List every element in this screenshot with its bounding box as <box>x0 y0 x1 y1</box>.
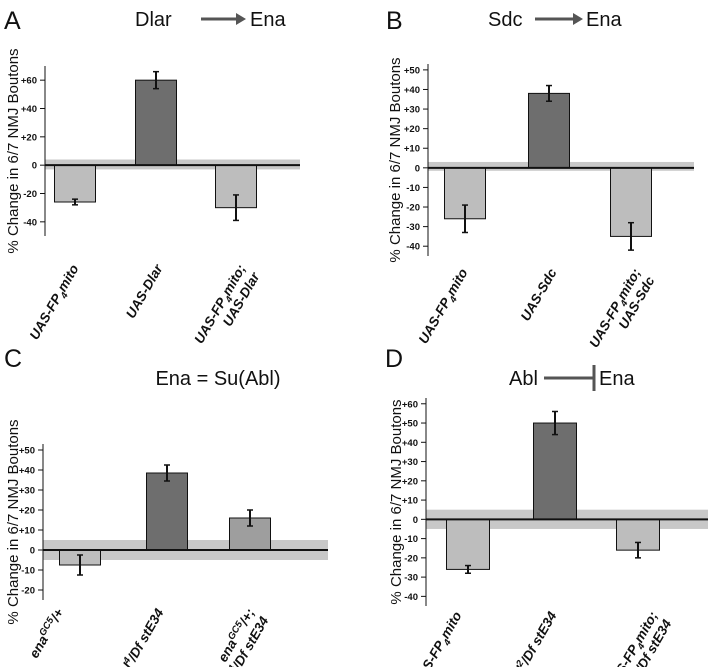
y-tick-label: -40 <box>23 217 37 228</box>
title-left-gene: Abl <box>509 368 538 390</box>
category-label-1-part: 4 <box>58 290 71 302</box>
category-label-1-part: ena <box>26 633 51 661</box>
y-tick-label: +30 <box>404 105 420 116</box>
category-label-1-part: mito <box>437 609 464 641</box>
panel-label: C <box>4 345 22 373</box>
bar-2 <box>533 422 577 520</box>
y-tick-label: -10 <box>406 183 420 194</box>
y-tick-label: 0 <box>32 161 37 172</box>
title-right-gene: Ena <box>586 9 622 31</box>
category-label-1-part: mito <box>54 262 81 294</box>
y-tick-label: +10 <box>402 496 418 507</box>
y-tick-label: +60 <box>402 399 418 410</box>
bar-2 <box>146 472 188 551</box>
y-tick-label: -40 <box>406 242 420 253</box>
category-label-1: UAS-FP4mito <box>27 262 85 344</box>
y-tick-label: +40 <box>402 438 418 449</box>
y-tick-label: 0 <box>30 546 35 557</box>
y-tick-label: +20 <box>404 124 420 135</box>
panel-label: D <box>385 345 403 373</box>
y-tick-label: -30 <box>406 222 420 233</box>
category-label-3: UAS-FP4mito;Abl2/Df stE34 <box>603 609 674 667</box>
y-axis-label: % Change in 6/7 NMJ Boutons <box>388 399 405 604</box>
y-tick-label: +40 <box>19 466 35 477</box>
category-label-2-part: UAS-Dlar <box>123 261 166 320</box>
y-tick-label: -20 <box>21 586 35 597</box>
y-tick-label: +30 <box>402 457 418 468</box>
category-label-1-part: UAS-FP <box>416 294 455 346</box>
y-axis-label: % Change in 6/7 NMJ Boutons <box>387 57 404 262</box>
y-tick-label: +50 <box>404 65 420 76</box>
y-axis-label: % Change in 6/7 NMJ Boutons <box>5 419 22 624</box>
category-label-2: Abl2/Df stE34 <box>503 608 560 667</box>
category-label-3-part: 4 <box>635 641 648 653</box>
y-tick-label: -20 <box>406 203 420 214</box>
bar-1 <box>54 164 96 203</box>
bar-2 <box>528 92 570 169</box>
y-tick-label: -10 <box>21 566 35 577</box>
category-label-3-part: 4 <box>618 298 631 310</box>
category-label-1-part: mito <box>443 266 470 298</box>
category-label-3: UAS-FP4mito;UAS-Dlar <box>191 261 262 354</box>
y-tick-label: -30 <box>404 573 418 584</box>
y-tick-label: 0 <box>415 163 420 174</box>
category-label-1: UAS-FP4mito <box>410 609 468 667</box>
category-label-2-part: /Df stE34 <box>124 606 167 665</box>
y-tick-label: +30 <box>19 486 35 497</box>
y-tick-label: 0 <box>413 515 418 526</box>
category-label-2-part: UAS-Sdc <box>518 266 560 324</box>
y-axis-label: % Change in 6/7 NMJ Boutons <box>5 48 22 253</box>
category-label-2-part: Abl <box>111 660 135 667</box>
activation-arrow-head <box>236 13 246 25</box>
category-label-1: UAS-FP4mito <box>416 266 474 348</box>
y-tick-label: +10 <box>404 144 420 155</box>
title-left-gene: Sdc <box>488 9 522 31</box>
y-tick-label: +20 <box>402 476 418 487</box>
y-tick-label: +20 <box>19 506 35 517</box>
panel-label: A <box>4 7 21 35</box>
y-tick-label: +50 <box>19 446 35 457</box>
activation-arrow-head <box>573 13 583 25</box>
y-tick-label: -20 <box>404 553 418 564</box>
panel-b: B Sdc Ena % Change in 6/7 NMJ Boutons +50 +40… <box>386 7 694 359</box>
category-label-2: UAS-Sdc <box>518 266 560 324</box>
title-left-gene: Dlar <box>135 9 172 31</box>
y-tick-label: +20 <box>21 132 37 143</box>
bar-1 <box>446 518 490 570</box>
y-tick-label: +50 <box>402 419 418 430</box>
y-tick-label: -10 <box>404 534 418 545</box>
panel-d: D Abl Ena % Change in 6/7 NMJ Boutons+60 +50… <box>385 345 708 672</box>
category-label-3: UAS-FP4mito;UAS-Sdc <box>586 266 657 359</box>
panel-title: Ena = Su(Abl) <box>155 368 280 390</box>
category-label-2-part: /Df stE34 <box>517 609 560 667</box>
category-label-1-part: 4 <box>447 294 460 306</box>
title-right-gene: Ena <box>250 9 286 31</box>
category-label-1: enaGC5/+ <box>26 605 67 660</box>
category-label-3-part: 4 <box>223 294 236 306</box>
category-label-1-part: 4 <box>441 637 454 649</box>
category-label-3: enaGC5/+;Abl4/Df stE34 <box>201 605 272 667</box>
y-tick-label: -20 <box>23 189 37 200</box>
category-label-2: Abl4/Df stE34 <box>110 605 167 667</box>
y-tick-label: +60 <box>21 76 37 87</box>
y-tick-label: -40 <box>404 592 418 603</box>
panel-label: B <box>386 7 403 35</box>
title-right-gene: Ena <box>599 368 635 390</box>
y-tick-label: +40 <box>21 104 37 115</box>
category-label-2: UAS-Dlar <box>123 261 166 320</box>
category-label-1-part: UAS-FP <box>27 290 66 342</box>
y-tick-label: +10 <box>19 526 35 537</box>
category-label-2-part: 2 <box>514 658 527 667</box>
category-label-3-part: /+; <box>236 606 258 628</box>
panel-c: C Ena = Su(Abl) % Change in 6/7 NMJ Bouton… <box>4 345 328 672</box>
bar-2 <box>135 79 177 166</box>
panel-a: A Dlar Ena % Change in 6/7 NMJ Boutons+60 +4… <box>4 7 300 354</box>
y-tick-label: +40 <box>404 85 420 96</box>
category-label-2-part: 4 <box>121 655 134 667</box>
